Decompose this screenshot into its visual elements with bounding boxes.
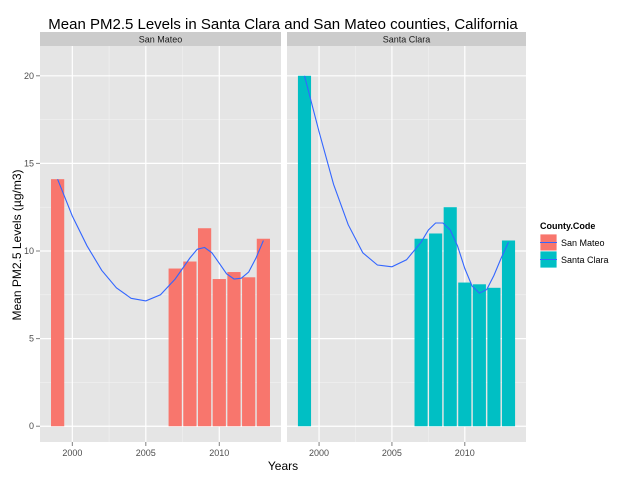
legend-entry-santa-clara: Santa Clara [539, 250, 609, 269]
panel-santa-clara: Santa Clara 2000 2005 2010 [287, 32, 526, 458]
bar-santa-clara-1999 [297, 75, 312, 427]
legend-entry-san-mateo: San Mateo [539, 233, 605, 252]
bar-san-mateo-2009 [197, 228, 212, 427]
legend-label: Santa Clara [561, 255, 609, 265]
bar-san-mateo-2013 [256, 238, 270, 427]
strip-label: San Mateo [139, 35, 183, 45]
y-tick-label: 10 [24, 246, 34, 256]
bar-san-mateo-2012 [242, 277, 256, 427]
y-tick-label: 20 [24, 71, 34, 81]
legend-label: San Mateo [561, 238, 605, 248]
x-tick-label: 2005 [382, 448, 402, 458]
y-axis-title: Mean PM2.5 Levels (µg/m3) [10, 170, 24, 321]
smooth-line-santa-clara [303, 75, 509, 294]
panel-san-mateo: San Mateo 2000 2005 2010 0 5 10 15 20 [24, 32, 281, 458]
y-tick-label: 5 [29, 334, 34, 344]
bar-santa-clara-2010 [458, 282, 472, 427]
y-tick-label: 0 [29, 421, 34, 431]
panel-background [40, 46, 281, 442]
bar-santa-clara-2008 [429, 233, 443, 427]
chart-title: Mean PM2.5 Levels in Santa Clara and San… [48, 16, 518, 33]
smooth-line-san-mateo [57, 178, 264, 302]
bar-san-mateo-2008 [183, 261, 197, 427]
legend-title: County.Code [540, 221, 595, 231]
x-tick-label: 2010 [455, 448, 475, 458]
bar-santa-clara-2011 [472, 284, 486, 427]
facet-panels: San Mateo 2000 2005 2010 0 5 10 15 20 Santa Clara… [24, 32, 526, 458]
legend: County.Code San Mateo Santa Clara [539, 221, 609, 269]
strip-label: Santa Clara [383, 35, 431, 45]
bar-santa-clara-2012 [487, 287, 501, 427]
bar-santa-clara-2013 [501, 240, 516, 427]
x-tick-label: 2010 [209, 448, 229, 458]
strip-background [40, 32, 281, 46]
bar-san-mateo-1999 [51, 179, 65, 427]
bar-san-mateo-2010 [212, 279, 226, 427]
x-tick-label: 2000 [309, 448, 329, 458]
x-tick-label: 2005 [136, 448, 156, 458]
bar-santa-clara-2009 [443, 207, 457, 427]
bar-santa-clara-2007 [414, 238, 428, 427]
bar-san-mateo-2007 [168, 268, 182, 427]
strip-background [287, 32, 526, 46]
x-axis-title: Years [268, 459, 298, 473]
y-tick-label: 15 [24, 158, 34, 168]
x-tick-label: 2000 [62, 448, 82, 458]
bar-san-mateo-2011 [227, 272, 241, 427]
panel-background [287, 46, 526, 442]
